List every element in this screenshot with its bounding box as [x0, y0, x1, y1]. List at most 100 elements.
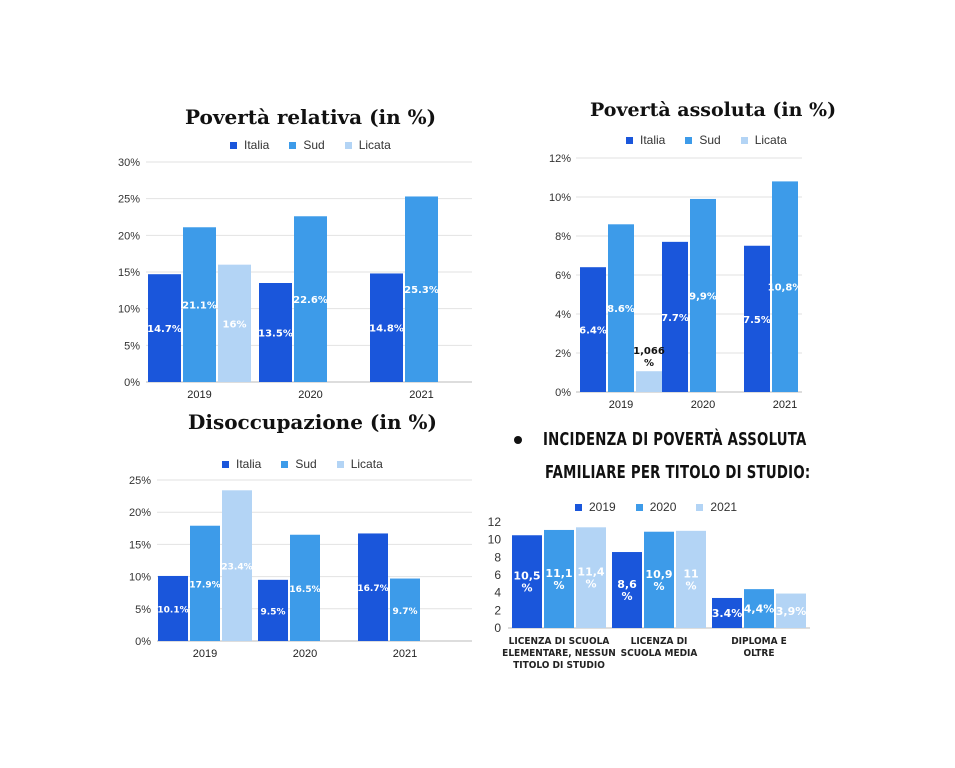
chart-title: Povertà assoluta (in %) — [590, 99, 837, 121]
legend-label: Sud — [699, 133, 721, 147]
chart-legend: 2019 2020 2021 — [575, 500, 737, 514]
legend-item-2021: 2021 — [696, 500, 737, 514]
legend-swatch — [626, 136, 633, 144]
legend-item-sud: Sud — [289, 138, 325, 152]
data-label: 9.7% — [393, 607, 418, 617]
x-tick-label: 2019 — [187, 389, 211, 401]
y-tick-label: 15% — [118, 267, 140, 279]
legend-swatch — [635, 503, 643, 511]
legend-swatch — [222, 460, 229, 468]
legend-item-italia: Italia — [230, 138, 269, 152]
legend-swatch — [336, 460, 344, 468]
y-tick-label: 0 — [494, 621, 501, 635]
x-tick-label: SCUOLA MEDIA — [621, 648, 698, 659]
y-tick-label: 4% — [555, 309, 571, 321]
bar-sud-1 — [290, 534, 320, 641]
bar-sud-0 — [183, 227, 216, 382]
bar-2019-2 — [712, 597, 742, 628]
legend-swatch — [685, 136, 693, 144]
x-tick-label: LICENZA DI — [631, 636, 688, 647]
bar-2019-1 — [612, 552, 642, 628]
data-label: 8,6 — [617, 578, 637, 591]
bar-2020-0 — [544, 529, 574, 628]
bar-2021-1 — [676, 530, 706, 628]
y-tick-label: 30% — [118, 157, 140, 169]
x-tick-label: OLTRE — [744, 648, 775, 659]
bar-italia-0 — [148, 274, 181, 382]
bar-licata-0 — [222, 490, 252, 641]
y-tick-label: 0% — [135, 636, 151, 648]
data-label: 25.3% — [404, 285, 439, 296]
x-tick-label: 2021 — [409, 389, 433, 401]
x-tick-label: DIPLOMA E — [731, 636, 787, 647]
legend-label: 2020 — [649, 500, 677, 514]
chart-legend: Italia Sud Licata — [222, 457, 383, 471]
x-tick-label: 2019 — [193, 648, 217, 660]
legend-label: Italia — [244, 138, 270, 152]
y-tick-label: 6% — [555, 270, 571, 282]
y-tick-label: 10 — [488, 533, 502, 547]
y-tick-label: 12 — [488, 515, 502, 529]
data-label: 9.5% — [261, 607, 286, 617]
legend-item-italia: Italia — [222, 457, 261, 471]
y-tick-label: 25% — [129, 475, 151, 487]
bar-italia-1 — [662, 241, 688, 392]
data-label: 6.4% — [579, 326, 607, 337]
y-tick-label: 0% — [124, 377, 140, 389]
legend-label: 2019 — [589, 500, 616, 514]
data-label: % — [553, 579, 564, 592]
data-label: % — [685, 579, 696, 592]
y-tick-label: 20% — [118, 230, 140, 242]
chart-title: Disoccupazione (in %) — [188, 410, 437, 434]
bar-sud-2 — [772, 181, 798, 392]
y-tick-label: 2 — [494, 603, 501, 617]
bar-sud-0 — [190, 525, 220, 641]
bar-2021-0 — [576, 527, 606, 628]
data-label: 11,4 — [577, 566, 604, 579]
chart-legend: Italia Sud Licata — [626, 133, 787, 147]
data-label: 10,5 — [513, 570, 540, 583]
chart-title: Povertà relativa (in %) — [185, 105, 437, 129]
y-tick-label: 8 — [494, 550, 501, 564]
legend-label: Italia — [236, 457, 262, 471]
data-label: 4,4% — [744, 603, 775, 616]
data-label: 16.5% — [289, 585, 320, 595]
x-tick-label: 2019 — [609, 399, 633, 411]
x-tick-label: ELEMENTARE, NESSUN — [502, 648, 616, 659]
legend-item-2020: 2020 — [635, 500, 677, 514]
y-tick-label: 8% — [555, 231, 571, 243]
bar-italia-2 — [744, 245, 770, 392]
x-tick-label: LICENZA DI SCUOLA — [509, 636, 610, 647]
bar-sud-1 — [690, 198, 716, 392]
bar-italia-0 — [158, 575, 188, 641]
legend-item-italia: Italia — [626, 133, 665, 147]
data-label: 10,9 — [645, 568, 672, 581]
chart-title-line-2: FAMILIARE PER TITOLO DI STUDIO: — [545, 462, 811, 483]
legend-label: 2021 — [710, 500, 738, 514]
y-tick-label: 20% — [129, 507, 151, 519]
legend-item-sud: Sud — [685, 133, 721, 147]
data-label: 10.1% — [157, 605, 188, 615]
data-label: 7.5% — [743, 315, 771, 326]
data-label: 22.6% — [293, 295, 328, 306]
y-tick-label: 2% — [555, 348, 571, 360]
y-tick-label: 10% — [129, 572, 151, 584]
bar-2020-1 — [644, 531, 674, 628]
y-tick-label: 4 — [494, 586, 501, 600]
data-label: 11 — [683, 567, 698, 580]
legend-label: Sud — [295, 457, 317, 471]
data-label: 7.7% — [661, 313, 689, 324]
x-tick-label: 2020 — [691, 399, 715, 411]
x-tick-label: 2020 — [293, 648, 317, 660]
y-tick-label: 25% — [118, 194, 140, 206]
bar-2021-2 — [776, 593, 806, 628]
legend-item-2019: 2019 — [575, 500, 616, 514]
bar-licata-0 — [218, 264, 251, 382]
legend-swatch — [230, 141, 237, 149]
legend-swatch — [740, 136, 748, 144]
legend-swatch — [696, 503, 704, 511]
data-label: % — [585, 578, 596, 591]
legend-item-licata: Licata — [344, 138, 391, 152]
x-tick-label: 2020 — [298, 389, 322, 401]
y-tick-label: 6 — [494, 568, 501, 582]
